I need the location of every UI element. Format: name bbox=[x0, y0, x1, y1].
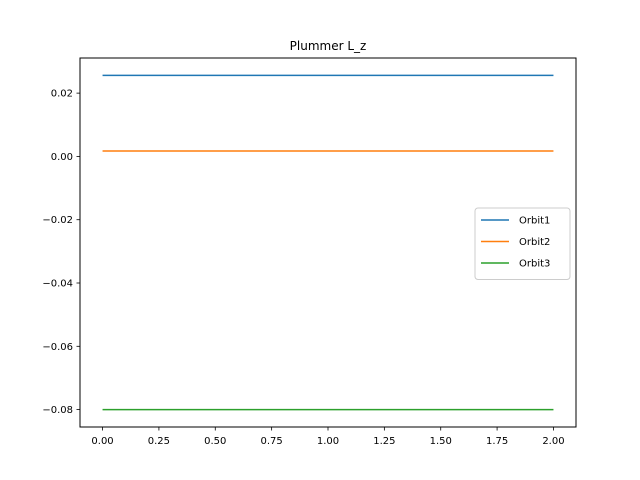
legend-label: Orbit2 bbox=[519, 237, 550, 248]
x-tick-label: 0.00 bbox=[91, 436, 113, 447]
x-tick-label: 1.50 bbox=[430, 436, 452, 447]
x-tick-label: 1.25 bbox=[373, 436, 395, 447]
legend-label: Orbit3 bbox=[519, 259, 550, 270]
x-tick-label: 0.25 bbox=[148, 436, 170, 447]
x-tick-label: 0.75 bbox=[261, 436, 283, 447]
legend-box bbox=[474, 207, 571, 280]
y-tick-label: 0.00 bbox=[51, 152, 73, 163]
x-tick-label: 1.00 bbox=[317, 436, 339, 447]
x-tick-label: 0.50 bbox=[204, 436, 226, 447]
series-layer bbox=[102, 74, 554, 411]
x-tick-label: 2.00 bbox=[542, 436, 564, 447]
legend: Orbit1 Orbit2 Orbit3 bbox=[474, 207, 571, 280]
chart-title: Plummer L_z bbox=[290, 39, 367, 53]
y-tick-label: −0.08 bbox=[42, 405, 73, 416]
y-tick-label: −0.06 bbox=[42, 342, 73, 353]
x-axis: 0.00 0.25 0.50 0.75 1.00 1.25 1.50 1.75 2.00 bbox=[91, 427, 565, 447]
x-tick-label: 1.75 bbox=[486, 436, 508, 447]
y-tick-label: −0.04 bbox=[42, 279, 73, 290]
y-tick-label: −0.02 bbox=[42, 215, 73, 226]
y-axis: 0.02 0.00 −0.02 −0.04 −0.06 −0.08 bbox=[42, 89, 80, 416]
y-tick-label: 0.02 bbox=[51, 89, 73, 100]
legend-label: Orbit1 bbox=[519, 216, 550, 227]
